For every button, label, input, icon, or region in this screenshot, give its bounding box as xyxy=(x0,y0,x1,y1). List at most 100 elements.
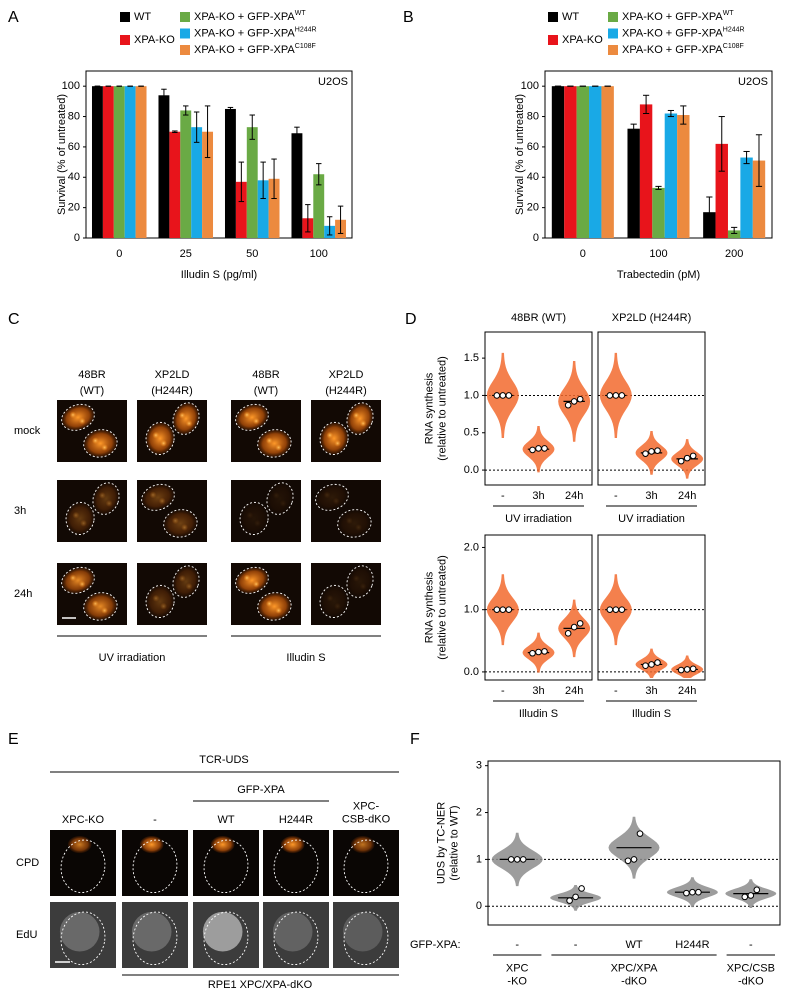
group-label: XPC/XPA -dKO xyxy=(611,962,659,987)
nucleus-signal xyxy=(61,404,95,431)
y-tick-label: 1.0 xyxy=(464,604,479,616)
error-bar xyxy=(172,130,178,133)
legend-swatch xyxy=(548,35,558,45)
nucleus-spot xyxy=(246,511,254,519)
replicate xyxy=(499,606,507,613)
replicate xyxy=(529,649,536,657)
replicate xyxy=(493,392,501,399)
column-header-line: XP2LD xyxy=(155,369,190,381)
replicate xyxy=(505,392,513,399)
error-bar xyxy=(743,150,750,165)
legend-label: XPA-KO xyxy=(134,34,175,46)
nucleus-spot xyxy=(158,497,166,505)
bar xyxy=(313,174,325,238)
y-tick-label: 2 xyxy=(476,806,482,818)
nucleus-spot xyxy=(326,431,334,439)
legend-swatch xyxy=(608,45,618,55)
nucleus-outline xyxy=(337,509,372,538)
nucleus-outline xyxy=(319,584,349,618)
y-tick-label: 0.0 xyxy=(464,666,479,678)
nucleus-outline xyxy=(203,839,249,894)
bar xyxy=(715,143,728,238)
legend-sup: WT xyxy=(723,10,735,17)
column-header-line: XP2LD xyxy=(329,369,364,381)
nucleus-spot xyxy=(254,519,262,527)
replicate xyxy=(570,398,578,405)
error-bar xyxy=(161,88,167,102)
x-tick-label: 3h xyxy=(532,685,544,697)
x-tick-label: 100 xyxy=(649,248,667,260)
nucleus-outline xyxy=(145,421,175,455)
replicate xyxy=(618,606,626,613)
nucleus-signal xyxy=(92,482,120,515)
nucleus-outline xyxy=(172,565,200,598)
replicate xyxy=(566,897,573,904)
nucleus-signal xyxy=(337,509,372,538)
error-bar xyxy=(204,105,211,159)
nucleus-stain xyxy=(342,911,383,952)
replicate xyxy=(529,446,536,454)
replicate xyxy=(576,620,584,627)
nucleus-outline xyxy=(235,403,269,431)
legend-sup: H244R xyxy=(295,26,317,33)
y-axis-label: UDS by TC-NER(relative to WT) xyxy=(435,802,460,884)
error-bar xyxy=(667,109,675,118)
replicate xyxy=(689,452,697,460)
y-axis-label-line: Survival (% of untreated) xyxy=(514,94,526,215)
nucleus-spot xyxy=(78,580,86,588)
replicate xyxy=(677,457,685,465)
nucleus-signal xyxy=(83,429,118,458)
replicate xyxy=(519,856,527,863)
nucleus-signal xyxy=(257,429,292,458)
bar xyxy=(564,86,577,238)
column-label-line: CSB-dKO xyxy=(342,813,391,825)
row-label: 24h xyxy=(14,588,32,600)
y-axis-label-line: RNA synthesis xyxy=(423,571,435,643)
row-label: mock xyxy=(14,425,41,437)
y-tick-label: 3 xyxy=(476,760,482,772)
replicate xyxy=(642,662,649,669)
group-label-line: XPC xyxy=(506,962,529,974)
nucleus-spot xyxy=(101,443,109,451)
replicate xyxy=(689,665,697,673)
legend-label: XPA-KO + GFP-XPAWT xyxy=(194,10,306,23)
nucleus-outline xyxy=(92,482,120,515)
nucleus-spot xyxy=(275,606,283,614)
y-tick-label: 80 xyxy=(527,110,539,122)
y-tick-label: 0 xyxy=(476,900,482,912)
x-tick-label: 25 xyxy=(180,248,192,260)
x-tick-label: 24h xyxy=(678,685,696,697)
replicate xyxy=(683,889,690,897)
nucleus-spot xyxy=(171,517,179,525)
plot-frame xyxy=(597,534,706,681)
legend-swatch xyxy=(180,28,190,39)
legend-swatch xyxy=(180,12,190,22)
x-tick-label: 3h xyxy=(532,490,544,502)
column-header: XP2LD (H244R) xyxy=(325,369,367,397)
y-axis-label-line: (relative to WT) xyxy=(448,805,460,880)
legend-name: XPA-KO xyxy=(134,34,175,46)
y-tick-label: 100 xyxy=(521,80,539,92)
x-tick-label: 0 xyxy=(580,248,586,260)
replicate xyxy=(677,666,685,674)
nucleus-signal xyxy=(61,567,95,594)
panel-label: E xyxy=(8,731,19,748)
group-label: XPC/CSB -dKO xyxy=(727,962,775,987)
bar xyxy=(91,86,103,238)
replicate xyxy=(683,666,691,673)
error-bar xyxy=(337,205,344,234)
x-axis-label: Trabectedin (pM) xyxy=(617,269,700,281)
x-tick-label: 3h xyxy=(645,490,657,502)
bar xyxy=(551,86,565,238)
nucleus-outline xyxy=(273,911,319,966)
x-tick-label: - xyxy=(574,939,578,951)
bar xyxy=(246,127,258,238)
replicate xyxy=(572,893,579,901)
group-label-line: -dKO xyxy=(621,975,647,987)
replicate xyxy=(535,445,542,452)
plot-frame xyxy=(484,331,593,486)
nucleus-outline xyxy=(257,429,292,458)
bar xyxy=(677,115,690,238)
error-bar xyxy=(294,126,300,140)
nucleus-spot xyxy=(69,411,77,419)
